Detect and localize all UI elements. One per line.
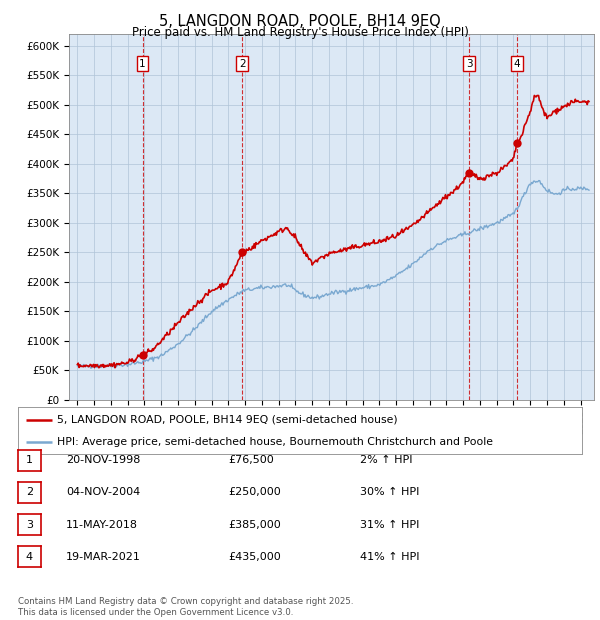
Text: 30% ↑ HPI: 30% ↑ HPI bbox=[360, 487, 419, 497]
Text: 19-MAR-2021: 19-MAR-2021 bbox=[66, 552, 141, 562]
Text: Price paid vs. HM Land Registry's House Price Index (HPI): Price paid vs. HM Land Registry's House … bbox=[131, 26, 469, 39]
Text: 2: 2 bbox=[26, 487, 33, 497]
Text: £435,000: £435,000 bbox=[228, 552, 281, 562]
Text: Contains HM Land Registry data © Crown copyright and database right 2025.
This d: Contains HM Land Registry data © Crown c… bbox=[18, 598, 353, 617]
Text: £76,500: £76,500 bbox=[228, 455, 274, 465]
Text: 2: 2 bbox=[239, 59, 246, 69]
Text: 5, LANGDON ROAD, POOLE, BH14 9EQ (semi-detached house): 5, LANGDON ROAD, POOLE, BH14 9EQ (semi-d… bbox=[58, 415, 398, 425]
Text: 5, LANGDON ROAD, POOLE, BH14 9EQ: 5, LANGDON ROAD, POOLE, BH14 9EQ bbox=[159, 14, 441, 29]
Text: 20-NOV-1998: 20-NOV-1998 bbox=[66, 455, 140, 465]
Text: 3: 3 bbox=[466, 59, 473, 69]
Text: HPI: Average price, semi-detached house, Bournemouth Christchurch and Poole: HPI: Average price, semi-detached house,… bbox=[58, 437, 493, 447]
Text: 31% ↑ HPI: 31% ↑ HPI bbox=[360, 520, 419, 529]
Text: 2% ↑ HPI: 2% ↑ HPI bbox=[360, 455, 413, 465]
Text: £385,000: £385,000 bbox=[228, 520, 281, 529]
Text: 41% ↑ HPI: 41% ↑ HPI bbox=[360, 552, 419, 562]
Text: 11-MAY-2018: 11-MAY-2018 bbox=[66, 520, 138, 529]
Text: 1: 1 bbox=[139, 59, 146, 69]
Text: 3: 3 bbox=[26, 520, 33, 529]
Text: 4: 4 bbox=[26, 552, 33, 562]
Text: 4: 4 bbox=[514, 59, 520, 69]
Text: £250,000: £250,000 bbox=[228, 487, 281, 497]
Text: 1: 1 bbox=[26, 455, 33, 465]
Text: 04-NOV-2004: 04-NOV-2004 bbox=[66, 487, 140, 497]
